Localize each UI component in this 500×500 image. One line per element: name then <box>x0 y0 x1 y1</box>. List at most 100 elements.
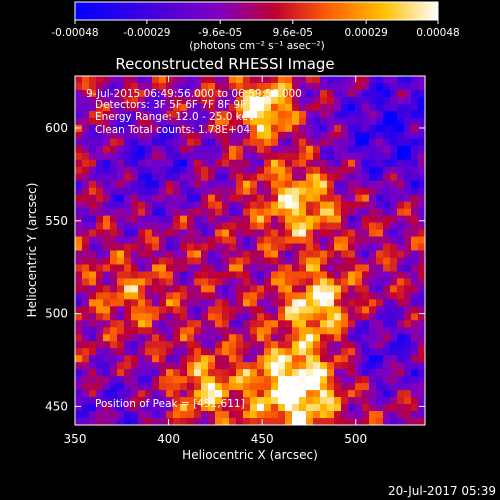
heatmap-cell <box>96 376 104 384</box>
heatmap-cell <box>138 222 146 230</box>
heatmap-cell <box>201 362 209 370</box>
heatmap-cell <box>306 369 314 377</box>
heatmap-cell <box>229 418 237 425</box>
heatmap-cell <box>138 236 146 244</box>
heatmap-cell <box>271 362 279 370</box>
heatmap-cell <box>243 243 251 251</box>
heatmap-cell <box>138 145 146 154</box>
heatmap-cell <box>110 271 118 279</box>
heatmap-cell <box>278 257 286 265</box>
heatmap-cell <box>166 334 174 342</box>
heatmap-cell <box>397 257 405 265</box>
heatmap-cell <box>215 236 223 244</box>
heatmap-cell <box>397 152 405 161</box>
heatmap-cell <box>215 201 223 210</box>
heatmap-cell <box>341 215 349 223</box>
heatmap-cell <box>173 89 181 98</box>
heatmap-cell <box>334 110 342 119</box>
heatmap-cell <box>159 96 167 105</box>
heatmap-cell <box>117 292 125 300</box>
heatmap-cell <box>229 334 237 342</box>
heatmap-cell <box>110 348 118 356</box>
heatmap-cell <box>117 222 125 230</box>
heatmap-cell <box>404 264 412 272</box>
heatmap-cell <box>404 390 412 398</box>
heatmap-cell <box>229 313 237 321</box>
heatmap-cell <box>327 138 335 147</box>
heatmap-cell <box>278 173 286 182</box>
heatmap-cell <box>124 306 132 314</box>
heatmap-cell <box>117 208 125 216</box>
heatmap-cell <box>89 411 97 419</box>
heatmap-cell <box>117 418 125 425</box>
heatmap-cell <box>341 285 349 293</box>
heatmap-cell <box>348 306 356 314</box>
heatmap-cell <box>124 110 132 119</box>
heatmap-cell <box>131 418 139 425</box>
heatmap-cell <box>250 369 258 377</box>
heatmap-cell <box>215 117 223 126</box>
heatmap-cell <box>320 327 328 335</box>
heatmap-cell <box>383 327 391 335</box>
heatmap-cell <box>271 292 279 300</box>
heatmap-cell <box>250 96 258 105</box>
heatmap-cell <box>124 222 132 230</box>
heatmap-cell <box>117 76 125 84</box>
heatmap-cell <box>299 117 307 126</box>
heatmap-cell <box>250 82 258 91</box>
heatmap-cell <box>145 250 153 258</box>
heatmap-cell <box>285 404 293 412</box>
heatmap-cell <box>187 145 195 154</box>
heatmap-cell <box>404 229 412 237</box>
heatmap-cell <box>271 173 279 182</box>
heatmap-cell <box>236 313 244 321</box>
heatmap-cell <box>306 222 314 230</box>
heatmap-cell <box>159 131 167 140</box>
heatmap-cell <box>397 306 405 314</box>
heatmap-cell <box>383 131 391 140</box>
heatmap-cell <box>278 299 286 307</box>
heatmap-cell <box>117 320 125 328</box>
heatmap-cell <box>390 341 398 349</box>
heatmap-cell <box>264 103 272 112</box>
heatmap-cell <box>159 76 167 84</box>
heatmap-cell <box>166 390 174 398</box>
heatmap-cell <box>138 89 146 98</box>
heatmap-cell <box>243 257 251 265</box>
heatmap-cell <box>145 222 153 230</box>
heatmap-cell <box>411 320 419 328</box>
heatmap-cell <box>173 103 181 112</box>
heatmap-cell <box>348 145 356 154</box>
heatmap-cell <box>355 208 363 216</box>
heatmap-cell <box>215 124 223 133</box>
heatmap-cell <box>348 215 356 223</box>
heatmap-cell <box>201 250 209 258</box>
heatmap-cell <box>201 271 209 279</box>
heatmap-cell <box>194 362 202 370</box>
heatmap-cell <box>103 96 111 105</box>
heatmap-cell <box>131 229 139 237</box>
heatmap-cell <box>362 103 370 112</box>
heatmap-cell <box>327 397 335 405</box>
heatmap-cell <box>278 131 286 140</box>
heatmap-cell <box>278 187 286 196</box>
heatmap-cell <box>173 222 181 230</box>
heatmap-cell <box>145 362 153 370</box>
heatmap-cell <box>418 82 425 91</box>
heatmap-cell <box>306 117 314 126</box>
heatmap-cell <box>320 313 328 321</box>
heatmap-cell <box>152 313 160 321</box>
heatmap-cell <box>306 334 314 342</box>
heatmap-cell <box>75 362 83 370</box>
heatmap-cell <box>222 292 230 300</box>
heatmap-cell <box>306 313 314 321</box>
heatmap-cell <box>201 124 209 133</box>
heatmap-cell <box>348 82 356 91</box>
heatmap-cell <box>376 383 384 391</box>
heatmap-cell <box>355 306 363 314</box>
heatmap-cell <box>166 327 174 335</box>
heatmap-cell <box>390 334 398 342</box>
heatmap-cell <box>369 187 377 196</box>
heatmap-cell <box>222 222 230 230</box>
heatmap-cell <box>152 152 160 161</box>
